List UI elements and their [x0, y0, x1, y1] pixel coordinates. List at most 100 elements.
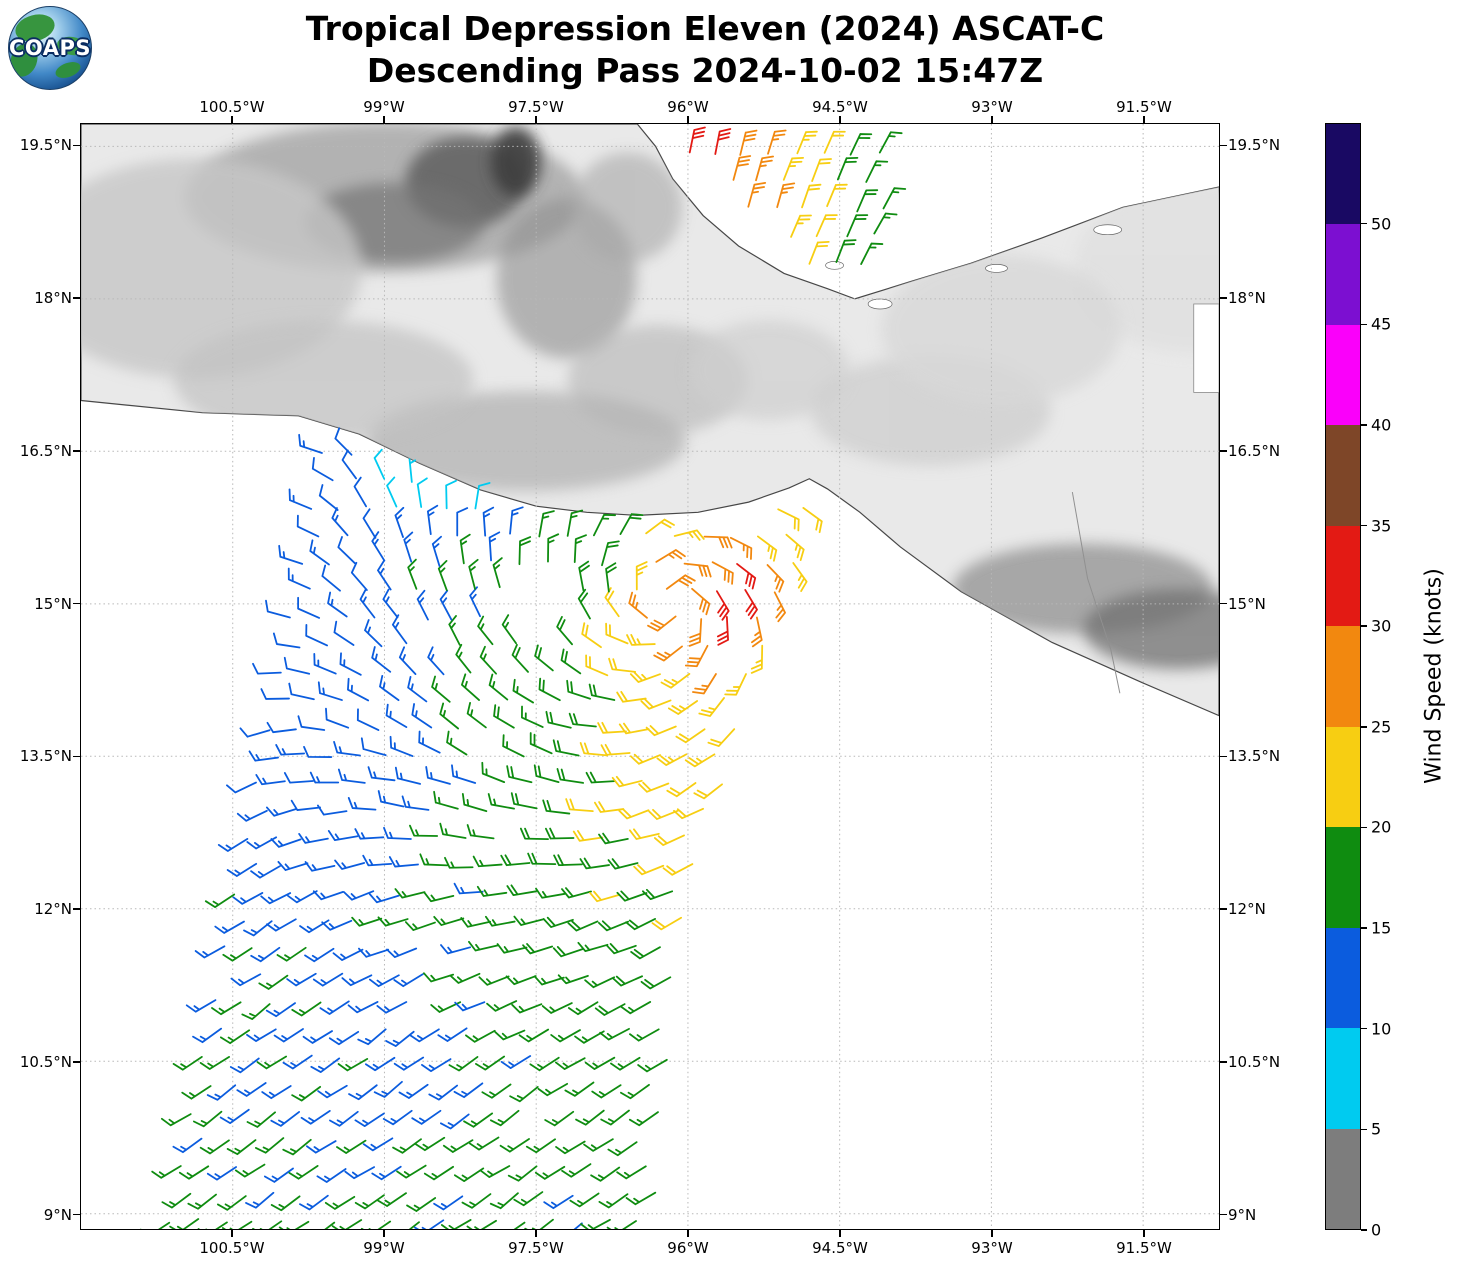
wind-barb — [383, 826, 412, 840]
wind-barb — [474, 482, 491, 510]
wind-barb — [826, 183, 848, 208]
wind-barb — [309, 539, 330, 566]
wind-barb — [599, 1027, 630, 1041]
wind-barb — [525, 1138, 556, 1154]
wind-barb — [492, 557, 503, 589]
colorbar-tick-0: 0 — [1371, 1220, 1382, 1240]
wind-barb — [638, 781, 670, 793]
wind-barb — [325, 707, 350, 729]
wind-barb — [418, 730, 441, 754]
wind-barb — [446, 730, 468, 756]
wind-barb — [236, 809, 268, 822]
colorbar-tickmark — [1361, 927, 1367, 929]
wind-barb — [236, 1082, 267, 1097]
wind-barb — [732, 155, 752, 181]
wind-barb — [589, 890, 621, 903]
wind-barb — [860, 242, 884, 265]
wind-barb — [544, 1110, 575, 1127]
wind-barb — [796, 130, 818, 155]
axis-tick — [991, 1230, 993, 1237]
wind-barb — [466, 824, 495, 840]
wind-barb — [306, 1140, 337, 1154]
axis-tick — [73, 1061, 80, 1063]
wind-barb — [629, 671, 661, 683]
wind-barb — [347, 796, 377, 811]
wind-barb — [358, 947, 390, 958]
wind-barb — [331, 507, 349, 537]
wind-barb — [849, 133, 873, 156]
wind-barb — [353, 476, 367, 508]
axis-tick — [1143, 1230, 1145, 1237]
wind-barb — [593, 513, 616, 537]
wind-barb — [336, 1139, 367, 1154]
wind-barb — [597, 721, 627, 734]
wind-barb — [365, 1056, 396, 1072]
axis-tick — [73, 602, 80, 605]
wind-barb — [229, 1057, 260, 1074]
wind-barb — [140, 1221, 171, 1229]
axis-tick — [73, 144, 80, 147]
wind-barb — [496, 943, 528, 954]
wind-barb — [426, 504, 439, 536]
lat-label-right: 19.5°N — [1228, 136, 1281, 155]
wind-barb — [255, 774, 286, 786]
lat-label-left: 9°N — [43, 1205, 72, 1224]
wind-barb — [354, 1112, 385, 1127]
colorbar-tick-40: 40 — [1371, 415, 1392, 435]
wind-barb — [846, 214, 869, 238]
wind-barb — [316, 804, 348, 816]
wind-barb — [319, 1000, 350, 1015]
wind-barb — [354, 1194, 385, 1210]
wind-barb — [488, 673, 509, 701]
wind-barb — [389, 735, 414, 757]
wind-barb — [448, 615, 461, 646]
colorbar-segment-0-5 — [1326, 1128, 1360, 1229]
wind-barb — [232, 892, 264, 905]
colorbar-tick-20: 20 — [1371, 817, 1392, 837]
lon-label-bottom: 94.5°W — [812, 1239, 868, 1257]
wind-barb — [194, 945, 226, 959]
wind-barb — [270, 1195, 301, 1212]
wind-barb — [276, 946, 307, 962]
wind-barb — [275, 744, 306, 756]
wind-barb — [505, 975, 537, 986]
wind-barb — [321, 919, 353, 931]
wind-barb — [252, 662, 282, 675]
colorbar-tick-15: 15 — [1371, 918, 1392, 938]
wind-barb — [751, 616, 763, 648]
wind-barb — [468, 940, 499, 952]
wind-barb — [535, 887, 566, 899]
wind-barb — [453, 1082, 484, 1099]
wind-barb — [187, 1193, 217, 1210]
wind-barb — [605, 622, 629, 645]
lon-label-bottom: 93°W — [971, 1239, 1013, 1257]
wind-barb — [698, 697, 725, 717]
wind-barb — [777, 508, 800, 532]
wind-barb — [823, 130, 846, 154]
lat-label-left: 16.5°N — [19, 441, 72, 460]
wind-barb — [579, 742, 608, 757]
lat-label-left: 18°N — [34, 289, 72, 308]
wind-barb — [266, 918, 297, 932]
axis-tick — [73, 1213, 80, 1216]
wind-barb — [373, 448, 386, 480]
wind-barb — [600, 743, 631, 756]
axis-tick — [383, 116, 385, 123]
wind-barb — [692, 673, 717, 695]
wind-barb — [533, 975, 565, 986]
wind-barb — [594, 1003, 626, 1016]
colorbar-segment-5-10 — [1326, 1028, 1360, 1129]
wind-barb — [607, 1141, 638, 1157]
lat-label-right: 15°N — [1228, 594, 1266, 613]
wind-barb — [542, 799, 571, 815]
lon-label-top: 96°W — [667, 98, 709, 116]
wind-barb — [566, 679, 592, 700]
wind-barb — [693, 783, 723, 800]
colorbar-segment-15-20 — [1326, 827, 1360, 928]
wind-barb — [455, 643, 472, 674]
wind-barb — [782, 156, 805, 181]
wind-barb — [665, 574, 696, 590]
colorbar-segment-20-25 — [1326, 726, 1360, 828]
wind-barb — [263, 1167, 294, 1183]
wind-barb — [310, 1057, 341, 1073]
